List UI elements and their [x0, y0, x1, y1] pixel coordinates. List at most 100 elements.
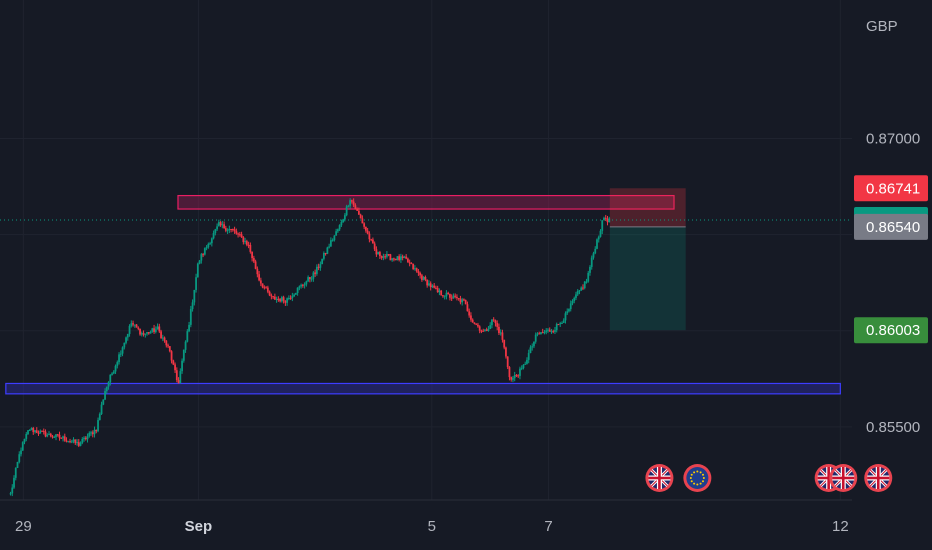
candle [408, 259, 411, 267]
candle [580, 286, 583, 292]
candle [153, 324, 155, 334]
price-badge: 0.86741 [854, 175, 928, 202]
candle [359, 213, 362, 219]
candle [522, 364, 525, 370]
candle [259, 277, 262, 287]
candle [135, 323, 138, 328]
candle [520, 365, 523, 371]
candle [165, 340, 168, 348]
candle [291, 292, 294, 302]
candle [315, 264, 318, 276]
economic-events[interactable] [645, 464, 893, 492]
candle [196, 262, 199, 278]
candle [517, 374, 520, 379]
short-position-tool[interactable] [609, 188, 686, 331]
candle [405, 254, 408, 260]
candle [77, 439, 80, 448]
candle [487, 326, 490, 332]
candle [585, 278, 588, 284]
candle [471, 318, 474, 323]
candle [137, 326, 140, 331]
candle [217, 219, 220, 227]
price-axis[interactable]: 0.87000 0.85500 [866, 130, 920, 435]
candle [30, 427, 33, 431]
candle [182, 349, 185, 363]
candle [242, 236, 245, 245]
candle [557, 323, 560, 326]
candle [221, 220, 224, 229]
stop-loss-zone[interactable] [609, 188, 686, 227]
eu-flag-icon[interactable] [683, 464, 712, 492]
candle [513, 371, 516, 382]
candle [44, 429, 47, 438]
candle [198, 259, 201, 265]
candle [403, 255, 406, 259]
candle [391, 257, 394, 262]
date-tick-label: 5 [428, 518, 436, 535]
candle [571, 299, 574, 306]
candle [564, 311, 567, 324]
candle [599, 229, 602, 238]
candle [536, 332, 539, 337]
candle [151, 327, 154, 333]
candle [438, 288, 441, 296]
candle [116, 360, 119, 369]
candle [35, 427, 38, 434]
candle [158, 323, 161, 333]
candle [424, 275, 427, 282]
date-tick-label: 7 [544, 518, 552, 535]
candle [23, 438, 26, 445]
candle [76, 439, 78, 446]
candle [512, 376, 514, 383]
candle [181, 358, 183, 374]
candle [224, 225, 227, 233]
candle [111, 372, 113, 376]
candle [573, 296, 576, 304]
uk-flag-icon[interactable] [645, 464, 674, 492]
candle [449, 293, 451, 301]
candle [310, 276, 313, 282]
candle [398, 254, 401, 262]
candle [13, 475, 15, 489]
candle [508, 366, 511, 381]
candle [566, 308, 569, 315]
candle [174, 362, 176, 373]
time-axis[interactable]: 29 Sep 5 7 12 [15, 518, 849, 535]
candle [296, 287, 299, 296]
candle [510, 376, 513, 382]
candle [468, 308, 471, 318]
candle [527, 349, 530, 364]
candle [454, 293, 457, 299]
candle [55, 434, 57, 441]
candle [378, 250, 381, 260]
candle [384, 253, 387, 260]
candle [524, 361, 527, 365]
candle [461, 297, 464, 306]
support-zone[interactable] [5, 382, 841, 395]
candle [377, 251, 380, 255]
uk-flag-icon[interactable] [829, 464, 858, 492]
candle [364, 226, 367, 233]
candle [287, 295, 290, 301]
take-profit-zone[interactable] [609, 226, 686, 331]
resistance-zone[interactable] [177, 194, 675, 210]
candle [485, 327, 488, 332]
candle [252, 255, 255, 264]
candle [133, 324, 136, 328]
candle [49, 432, 52, 438]
candle [289, 295, 292, 300]
candle [538, 331, 541, 335]
candle [371, 237, 374, 244]
date-tick-label: Sep [185, 518, 213, 535]
candle [410, 262, 413, 265]
candle [436, 285, 439, 293]
candle [400, 253, 402, 263]
candle [188, 321, 190, 333]
candle [590, 255, 593, 270]
candle [452, 293, 455, 299]
uk-flag-icon[interactable] [864, 464, 893, 492]
candle [393, 257, 395, 262]
